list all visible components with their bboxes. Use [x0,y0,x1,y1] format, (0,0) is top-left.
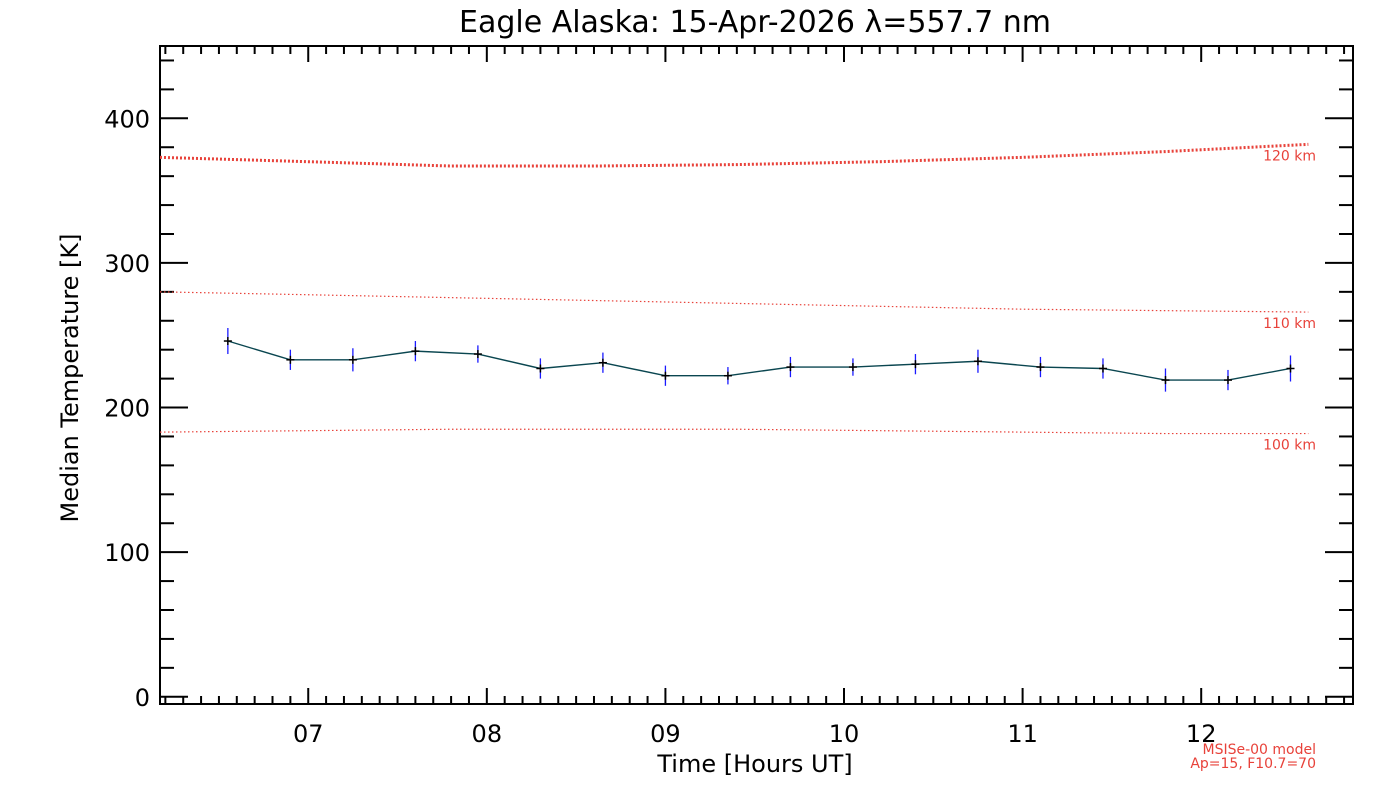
y-axis-label: Median Temperature [K] [56,233,84,522]
model-label-120-km: 120 km [1263,148,1316,164]
model-note-line-2: Ap=15, F10.7=70 [1190,756,1316,772]
model-curves [159,142,1309,435]
chart-title: Eagle Alaska: 15-Apr-2026 λ=557.7 nm [459,5,1051,40]
y-tick-label: 100 [104,539,150,567]
x-tick-label: 07 [293,720,324,748]
x-axis-label: Time [Hours UT] [656,750,852,778]
x-tick-label: 09 [650,720,681,748]
model-curve-labels: 120 km 110 km 100 km [1263,148,1316,453]
series-line [227,340,1291,381]
model-note-line-1: MSISe-00 model [1202,742,1316,758]
model-curve-120-km [159,142,1309,168]
model-curve-100-km [159,428,1309,435]
y-axis-tick-labels: 0 100 200 300 400 [104,105,150,711]
x-tick-label: 10 [829,720,860,748]
y-axis-ticks [160,59,1353,698]
x-tick-label: 11 [1007,720,1038,748]
y-tick-label: 0 [135,684,150,712]
x-tick-label: 08 [472,720,503,748]
x-axis-ticks [164,46,1346,704]
model-label-100-km: 100 km [1263,438,1316,454]
plot-border [159,45,1354,705]
series-group [223,328,1295,392]
model-label-110-km: 110 km [1263,316,1316,332]
plot-frame [159,45,1354,705]
y-tick-label: 300 [104,250,150,278]
x-tick-label: 12 [1186,720,1217,748]
model-curve-110-km [159,291,1309,313]
y-tick-label: 400 [104,105,150,133]
x-axis-tick-labels: 07 08 09 10 11 12 [293,720,1217,748]
y-tick-label: 200 [104,395,150,423]
